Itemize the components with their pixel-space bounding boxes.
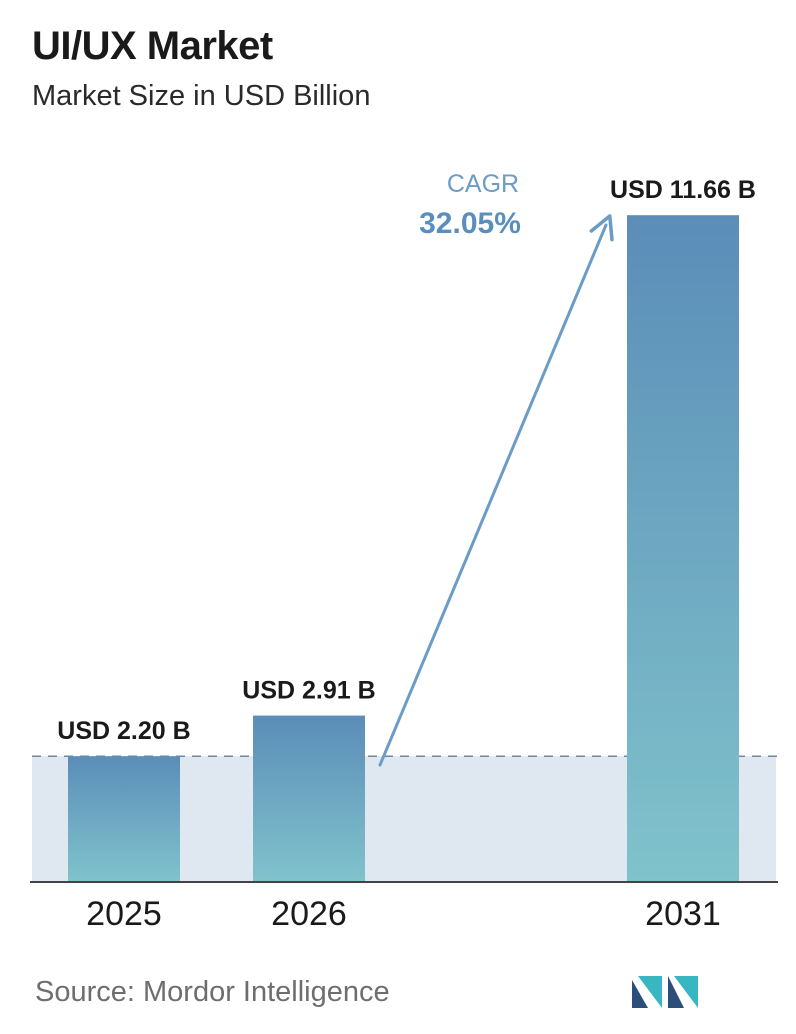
cagr-label: CAGR (447, 170, 519, 198)
data-labels: USD 2.20 B 2025 USD 2.91 B 2026 USD 11.66 B 2… (57, 176, 756, 933)
data-label-2026: USD 2.91 B (242, 677, 375, 705)
bar-2026 (253, 715, 365, 882)
chart-title: UI/UX Market (32, 24, 273, 68)
chart-subtitle: Market Size in USD Billion (32, 80, 371, 112)
data-label-2031: USD 11.66 B (610, 176, 756, 204)
source-footer: Source: Mordor Intelligence (35, 976, 390, 1008)
bar-2031 (627, 215, 739, 883)
bar-group (68, 215, 739, 883)
cagr-arrow (378, 214, 614, 767)
x-tick-label-2025: 2025 (86, 895, 162, 933)
mordor-intelligence-logo-icon (632, 976, 698, 1008)
cagr-value: 32.05% (419, 207, 521, 240)
x-tick-label-2026: 2026 (271, 895, 347, 933)
bar-chart: USD 2.20 B 2025 USD 2.91 B 2026 USD 11.66 B 2… (30, 170, 780, 933)
cagr-annotation: CAGR 32.05% (378, 170, 614, 767)
data-label-2025: USD 2.20 B (57, 717, 190, 745)
x-tick-label-2031: 2031 (645, 895, 721, 933)
bar-2025 (68, 756, 180, 882)
